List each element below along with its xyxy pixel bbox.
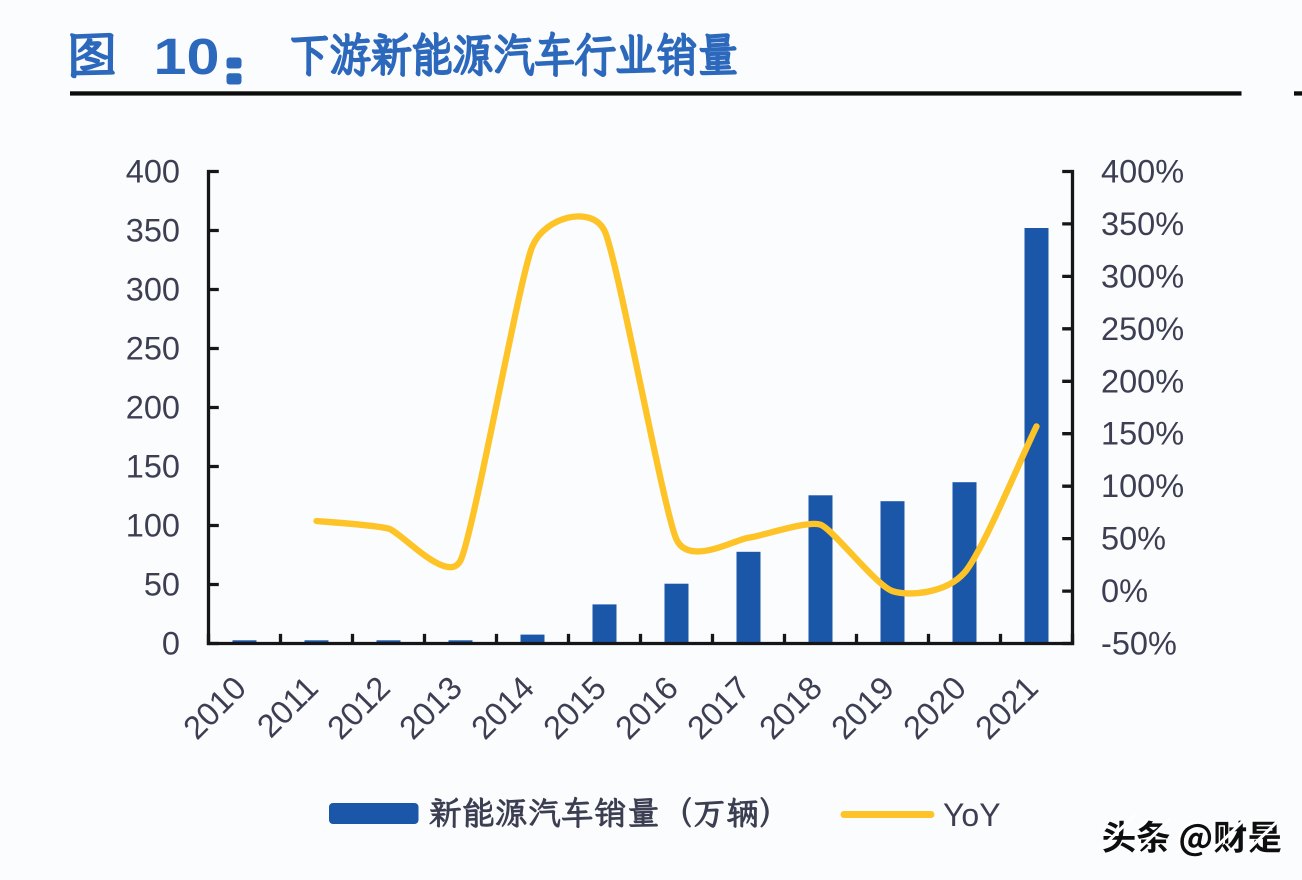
svg-text:10: 10 [154,28,220,85]
svg-text:2010: 2010 [176,669,253,746]
svg-text:2012: 2012 [320,669,397,746]
svg-text:YoY: YoY [943,797,1001,833]
svg-text:2013: 2013 [392,669,469,746]
svg-text:200%: 200% [1101,363,1184,399]
svg-text:100: 100 [126,508,180,544]
svg-text:150%: 150% [1101,416,1184,452]
svg-text:-50%: -50% [1101,626,1177,662]
svg-text:150: 150 [126,449,180,485]
svg-text:2014: 2014 [464,669,541,746]
svg-text:2019: 2019 [824,669,901,746]
svg-text:2015: 2015 [536,669,613,746]
svg-text:2017: 2017 [680,669,757,746]
svg-text:2011: 2011 [250,669,325,744]
svg-text:2016: 2016 [608,669,685,746]
svg-text:250: 250 [126,331,180,367]
svg-text:400: 400 [126,154,180,190]
svg-text:100%: 100% [1101,468,1184,504]
svg-text:300%: 300% [1101,258,1184,294]
svg-text:2020: 2020 [896,669,973,746]
svg-text:350: 350 [126,213,180,249]
svg-text:50: 50 [144,567,180,603]
svg-text:50%: 50% [1101,521,1166,557]
svg-text:350%: 350% [1101,206,1184,242]
svg-text:2021: 2021 [968,669,1045,746]
svg-text:200: 200 [126,390,180,426]
svg-text:250%: 250% [1101,311,1184,347]
svg-text:0%: 0% [1101,573,1148,609]
svg-text:2018: 2018 [752,669,829,746]
svg-text:0: 0 [162,626,180,662]
svg-text:400%: 400% [1101,154,1184,190]
svg-text:300: 300 [126,272,180,308]
